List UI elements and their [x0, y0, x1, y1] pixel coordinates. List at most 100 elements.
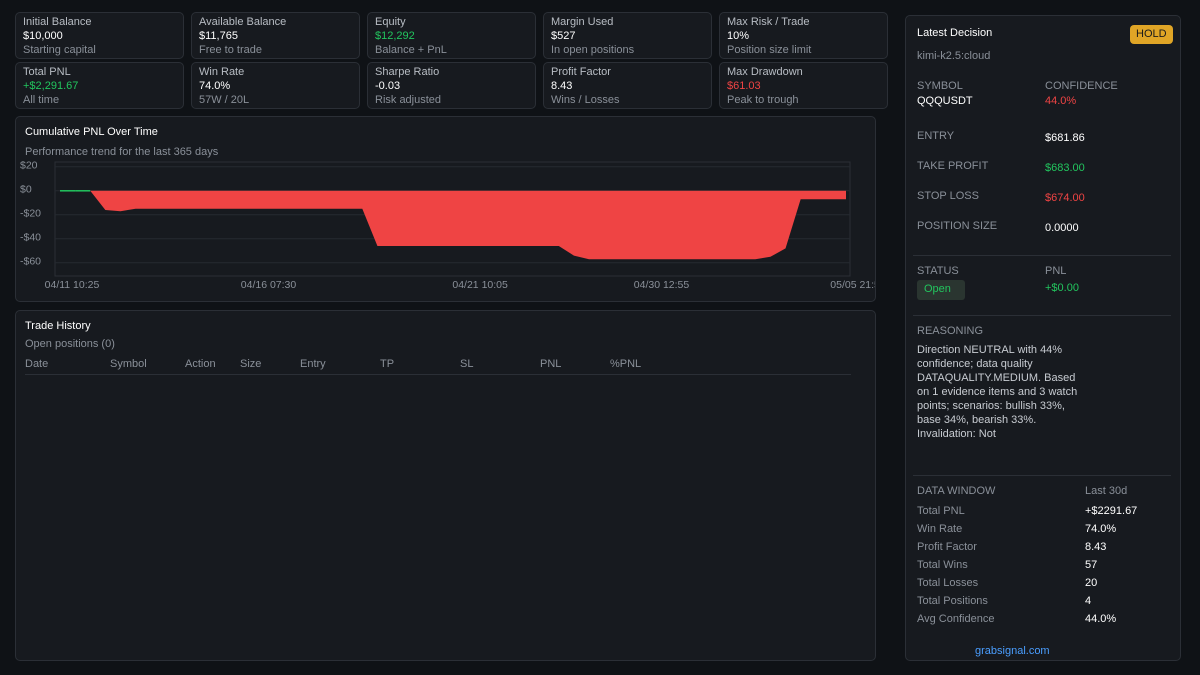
stat-note: Wins / Losses	[551, 94, 620, 106]
column-header: Action	[185, 358, 216, 370]
stat-note: Starting capital	[23, 44, 96, 56]
pnl-area	[60, 190, 846, 260]
stat-value: $61.03	[727, 80, 761, 92]
stat-card	[719, 62, 888, 109]
trade-history-subtitle: Open positions (0)	[25, 338, 115, 350]
y-tick-label: -$60	[20, 256, 41, 268]
column-header: Symbol	[110, 358, 147, 370]
x-tick-label: 04/11 10:25	[45, 279, 100, 291]
column-header: Entry	[300, 358, 326, 370]
window-label: Total Losses	[917, 577, 979, 589]
action-badge: HOLD	[1130, 25, 1173, 44]
column-header: Size	[240, 358, 262, 370]
stat-note: In open positions	[551, 44, 635, 56]
column-header: %PNL	[610, 358, 642, 370]
stat-value: 10%	[727, 30, 750, 42]
window-value: 8.43	[1085, 541, 1107, 553]
reasoning: Direction NEUTRAL with 44% confidence; d…	[917, 344, 1078, 440]
level-value: $674.00	[1045, 192, 1085, 204]
stat-value: 8.43	[551, 80, 573, 92]
stat-note: Peak to trough	[727, 94, 799, 106]
stat-note: 57W / 20L	[199, 94, 250, 106]
confidence: 44.0%	[1045, 95, 1077, 107]
x-tick-label: 04/16 07:30	[241, 279, 297, 291]
y-tick-label: -$40	[20, 232, 41, 244]
level-value: 0.0000	[1045, 222, 1079, 234]
field-label: SYMBOL	[917, 80, 963, 92]
window-value: 4	[1085, 595, 1092, 607]
level-label: ENTRY	[917, 130, 955, 142]
stat-value: -0.03	[375, 80, 401, 92]
window-value: 20	[1085, 577, 1098, 589]
stat-label: Max Drawdown	[727, 66, 803, 78]
window-label: Total PNL	[917, 505, 965, 517]
separator	[913, 475, 1171, 476]
field-label: PNL	[1045, 265, 1067, 277]
trade-history-panel	[15, 310, 876, 661]
window-label: Profit Factor	[917, 541, 977, 553]
stat-note: All time	[23, 94, 60, 106]
x-tick-label: 04/30 12:55	[634, 279, 690, 291]
trade-history-title: Trade History	[25, 320, 91, 332]
y-tick-label: $20	[20, 160, 38, 172]
window-value: +$2291.67	[1085, 505, 1138, 517]
stat-label: Margin Used	[551, 16, 614, 28]
x-tick-label: 04/21 10:05	[452, 279, 508, 291]
y-tick-label: -$20	[20, 208, 41, 220]
decision-panel	[905, 15, 1181, 661]
stat-label: Profit Factor	[551, 66, 611, 78]
footer-link: grabsignal.com	[975, 645, 1050, 657]
pnl: +$0.00	[1045, 282, 1079, 294]
window-label: Total Positions	[917, 595, 988, 607]
stat-value: $12,292	[375, 30, 415, 42]
stat-value: $10,000	[23, 30, 63, 42]
stat-label: Available Balance	[199, 16, 287, 28]
stat-note: Risk adjusted	[375, 94, 442, 106]
model-name: kimi-k2.5:cloud	[917, 50, 991, 62]
stat-card	[191, 12, 360, 59]
stat-card	[191, 62, 360, 109]
window-value: 44.0%	[1085, 613, 1117, 625]
pnl-chart: -$60 -$40 -$20 $0 $20 04/11 10:25 04/16 07:30 0…	[20, 160, 875, 291]
stat-value: +$2,291.67	[23, 80, 79, 92]
level-label: TAKE PROFIT	[917, 160, 989, 172]
stat-note: Free to trade	[199, 44, 262, 56]
column-header: TP	[380, 358, 395, 370]
field-label: DATA WINDOW	[917, 485, 996, 497]
stat-card	[15, 12, 184, 59]
stat-note: Balance + PnL	[375, 44, 447, 56]
stat-label: Equity	[375, 16, 406, 28]
level-label: STOP LOSS	[917, 190, 979, 202]
chart-title: Cumulative PNL Over Time	[25, 126, 158, 138]
stat-note: Position size limit	[727, 44, 812, 56]
header-rule	[25, 374, 851, 375]
stat-label: Initial Balance	[23, 16, 92, 28]
separator	[913, 315, 1171, 316]
column-header: SL	[460, 358, 474, 370]
window-label: Win Rate	[917, 523, 963, 535]
stat-card	[543, 12, 712, 59]
stat-value: $11,765	[199, 30, 238, 42]
window-value: 74.0%	[1085, 523, 1117, 535]
y-tick-label: $0	[20, 184, 32, 196]
separator	[913, 255, 1171, 256]
stat-card	[15, 62, 184, 109]
field-label: CONFIDENCE	[1045, 80, 1118, 92]
column-header: Date	[25, 358, 49, 370]
level-label: POSITION SIZE	[917, 220, 998, 232]
symbol: QQQUSDT	[917, 95, 973, 107]
column-header: PNL	[540, 358, 562, 370]
window-label: Total Wins	[917, 559, 968, 571]
stat-label: Sharpe Ratio	[375, 66, 440, 78]
status-badge: Open	[917, 280, 965, 300]
stat-value: 74.0%	[199, 80, 231, 92]
stat-label: Max Risk / Trade	[727, 16, 810, 28]
stat-card	[719, 12, 888, 59]
stat-card	[367, 12, 536, 59]
window-label: Avg Confidence	[917, 613, 995, 625]
window-period: Last 30d	[1085, 485, 1128, 497]
level-value: $681.86	[1045, 132, 1085, 144]
decision-title: Latest Decision	[917, 27, 993, 39]
level-value: $683.00	[1045, 162, 1085, 174]
